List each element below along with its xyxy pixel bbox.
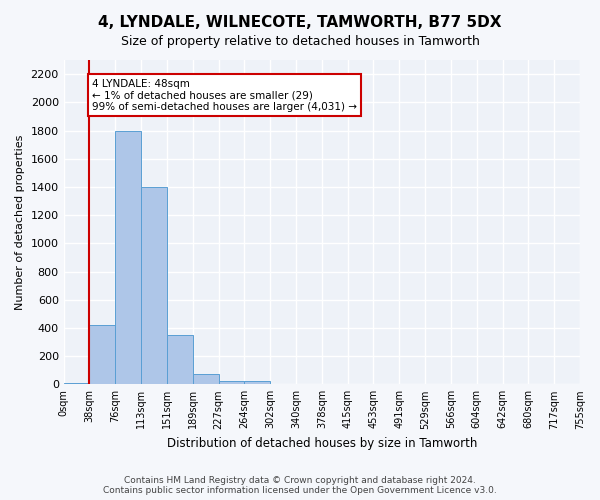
X-axis label: Distribution of detached houses by size in Tamworth: Distribution of detached houses by size … [167, 437, 477, 450]
Bar [141, 187, 167, 384]
Bar [89, 325, 115, 384]
Text: 4, LYNDALE, WILNECOTE, TAMWORTH, B77 5DX: 4, LYNDALE, WILNECOTE, TAMWORTH, B77 5DX [98, 15, 502, 30]
Bar [167, 335, 193, 384]
Y-axis label: Number of detached properties: Number of detached properties [15, 134, 25, 310]
Text: Contains HM Land Registry data © Crown copyright and database right 2024.
Contai: Contains HM Land Registry data © Crown c… [103, 476, 497, 495]
Text: Size of property relative to detached houses in Tamworth: Size of property relative to detached ho… [121, 35, 479, 48]
Bar [193, 374, 218, 384]
Bar [244, 382, 270, 384]
Bar [115, 130, 141, 384]
Bar [64, 383, 89, 384]
Text: 4 LYNDALE: 48sqm
← 1% of detached houses are smaller (29)
99% of semi-detached h: 4 LYNDALE: 48sqm ← 1% of detached houses… [92, 78, 357, 112]
Bar [218, 381, 244, 384]
